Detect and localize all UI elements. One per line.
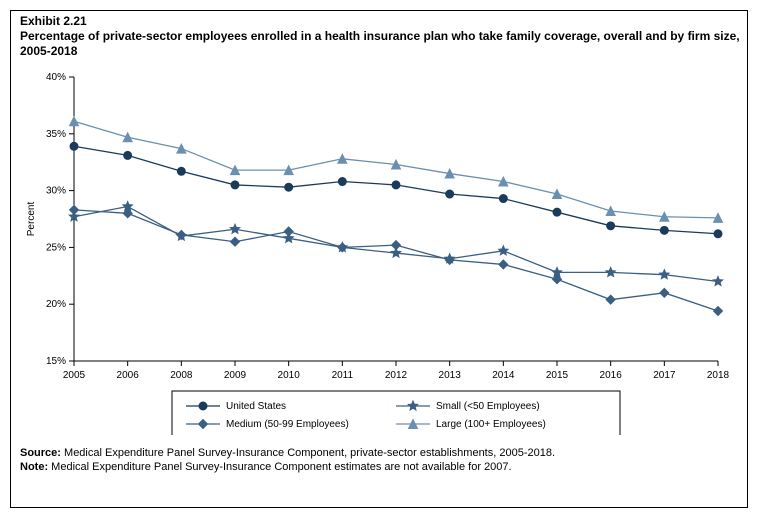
note-label: Note: xyxy=(20,461,48,473)
svg-text:2016: 2016 xyxy=(600,370,623,381)
title-line-1: Exhibit 2.21 xyxy=(20,14,740,29)
svg-text:2008: 2008 xyxy=(170,370,193,381)
svg-text:Large (100+ Employees): Large (100+ Employees) xyxy=(436,419,546,430)
svg-text:35%: 35% xyxy=(46,129,66,140)
svg-text:2015: 2015 xyxy=(546,370,569,381)
svg-text:25%: 25% xyxy=(46,242,66,253)
svg-text:Medium (50-99 Employees): Medium (50-99 Employees) xyxy=(226,419,349,430)
svg-text:2009: 2009 xyxy=(224,370,247,381)
svg-text:2013: 2013 xyxy=(439,370,462,381)
svg-text:2011: 2011 xyxy=(332,370,354,381)
svg-text:2014: 2014 xyxy=(492,370,515,381)
title-line-2: Percentage of private-sector employees e… xyxy=(20,29,740,59)
svg-text:20%: 20% xyxy=(46,299,66,310)
svg-text:15%: 15% xyxy=(46,356,66,367)
svg-text:30%: 30% xyxy=(46,186,66,197)
svg-text:United States: United States xyxy=(226,401,286,412)
svg-text:2010: 2010 xyxy=(278,370,301,381)
svg-text:2017: 2017 xyxy=(653,370,676,381)
chart-legend: United States Small (<50 Employees) Medium… xyxy=(172,391,620,435)
source-text: Medical Expenditure Panel Survey-Insuran… xyxy=(61,447,555,459)
svg-text:Percent: Percent xyxy=(26,202,37,237)
svg-text:2006: 2006 xyxy=(117,370,140,381)
svg-text:2005: 2005 xyxy=(63,370,86,381)
chart-title: Exhibit 2.21 Percentage of private-secto… xyxy=(20,14,740,59)
svg-text:2012: 2012 xyxy=(385,370,408,381)
svg-text:Small (<50 Employees): Small (<50 Employees) xyxy=(436,401,540,412)
source-label: Source: xyxy=(20,447,61,459)
svg-text:40%: 40% xyxy=(46,72,66,83)
svg-text:2018: 2018 xyxy=(707,370,730,381)
chart-footer: Source: Medical Expenditure Panel Survey… xyxy=(20,446,740,475)
line-chart: 15% 20% 25% 30% 35% 40% Percent 2005 2006 2008 200… xyxy=(18,65,738,435)
note-text: Medical Expenditure Panel Survey-Insuran… xyxy=(48,461,511,473)
